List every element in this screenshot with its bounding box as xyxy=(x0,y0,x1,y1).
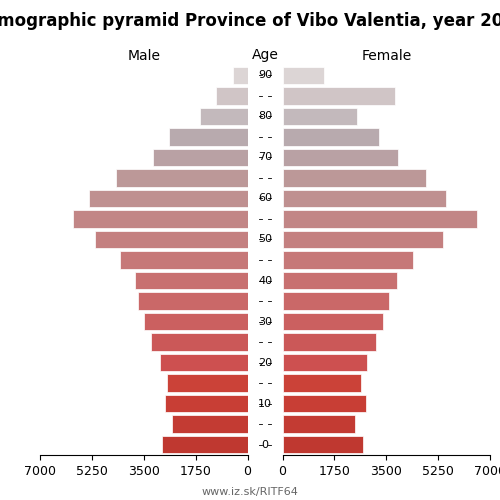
Bar xyxy=(282,87,395,104)
Bar xyxy=(282,148,398,166)
Bar xyxy=(160,354,248,372)
Bar xyxy=(282,374,361,392)
Bar xyxy=(162,436,248,454)
Bar xyxy=(200,108,248,125)
Bar xyxy=(116,169,248,186)
Text: 60: 60 xyxy=(258,194,272,203)
Bar xyxy=(234,66,247,84)
Text: Age: Age xyxy=(252,48,278,62)
Bar xyxy=(72,210,248,228)
Bar xyxy=(282,128,379,146)
Bar xyxy=(138,292,248,310)
Bar xyxy=(95,231,248,248)
Bar xyxy=(282,190,446,207)
Bar xyxy=(282,108,356,125)
Bar xyxy=(282,416,355,433)
Text: 0: 0 xyxy=(262,440,268,450)
Bar xyxy=(282,292,389,310)
Bar xyxy=(89,190,248,207)
Bar xyxy=(282,252,413,268)
Bar xyxy=(282,66,324,84)
Bar xyxy=(172,416,248,433)
Bar xyxy=(168,374,248,392)
Text: 80: 80 xyxy=(258,112,272,122)
Text: 50: 50 xyxy=(258,234,272,244)
Bar xyxy=(169,128,248,146)
Text: Female: Female xyxy=(361,48,412,62)
Bar xyxy=(282,272,397,289)
Text: 30: 30 xyxy=(258,316,272,326)
Text: 10: 10 xyxy=(258,398,272,408)
Bar xyxy=(164,395,248,412)
Bar xyxy=(282,231,442,248)
Bar xyxy=(282,210,476,228)
Bar xyxy=(135,272,248,289)
Bar xyxy=(152,148,248,166)
Bar xyxy=(282,395,366,412)
Text: 20: 20 xyxy=(258,358,272,368)
Text: Male: Male xyxy=(128,48,160,62)
Bar xyxy=(282,436,362,454)
Bar xyxy=(282,354,367,372)
Text: 90: 90 xyxy=(258,70,272,81)
Bar xyxy=(282,169,426,186)
Bar xyxy=(151,334,248,351)
Text: 70: 70 xyxy=(258,152,272,162)
Text: 40: 40 xyxy=(258,276,272,285)
Bar xyxy=(282,334,376,351)
Bar xyxy=(120,252,248,268)
Bar xyxy=(144,313,248,330)
Text: www.iz.sk/RITF64: www.iz.sk/RITF64 xyxy=(202,488,298,498)
Bar xyxy=(282,313,384,330)
Text: demographic pyramid Province of Vibo Valentia, year 2022: demographic pyramid Province of Vibo Val… xyxy=(0,12,500,30)
Bar xyxy=(216,87,248,104)
